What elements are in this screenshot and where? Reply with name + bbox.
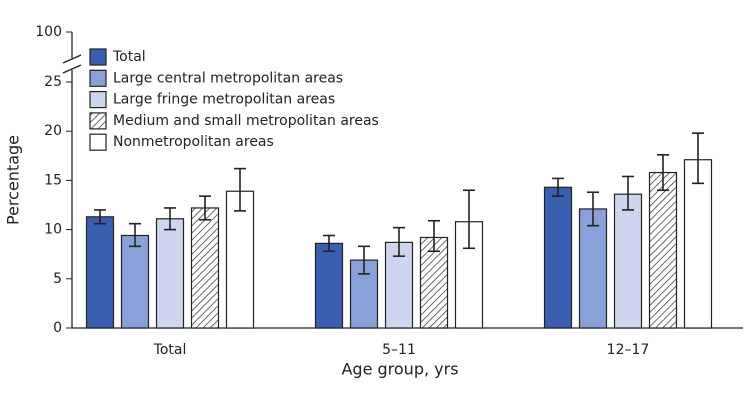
bar xyxy=(190,207,220,329)
legend-label: Total xyxy=(112,49,146,65)
y-tick-label: 10 xyxy=(44,222,62,238)
axis-break xyxy=(62,54,82,64)
legend-label: Nonmetropolitan areas xyxy=(113,134,274,150)
y-tick-label: 15 xyxy=(44,172,62,188)
legend-label: Medium and small metropolitan areas xyxy=(113,113,379,129)
bar xyxy=(155,218,185,329)
x-tick-label: 12–17 xyxy=(607,342,650,358)
legend-swatch xyxy=(89,112,107,130)
x-tick-label: 5–11 xyxy=(382,342,416,358)
bar xyxy=(225,190,255,329)
bar xyxy=(85,216,115,329)
y-axis-label: Percentage xyxy=(4,135,23,225)
y-tick-label: 100 xyxy=(35,24,62,40)
bar xyxy=(683,159,713,329)
legend-label: Large central metropolitan areas xyxy=(113,70,343,86)
bar xyxy=(314,242,344,329)
legend-swatch xyxy=(89,133,107,151)
legend: Total Large central metropolitan areas Lar… xyxy=(89,48,379,151)
axis-break xyxy=(62,64,82,74)
legend-swatch xyxy=(89,69,107,87)
x-tick-label: Total xyxy=(153,342,187,358)
bar xyxy=(454,221,484,329)
bar xyxy=(419,236,449,329)
bar xyxy=(384,241,414,329)
bar xyxy=(120,234,150,329)
bar xyxy=(543,186,573,329)
legend-swatch xyxy=(89,90,107,109)
bar xyxy=(648,171,678,329)
y-tick-label: 25 xyxy=(44,74,62,90)
y-tick-label: 20 xyxy=(44,123,62,139)
x-axis-label: Age group, yrs xyxy=(341,360,458,379)
legend-swatch xyxy=(89,48,107,66)
legend-label: Large fringe metropolitan areas xyxy=(113,92,335,108)
bar xyxy=(613,193,643,329)
y-tick-label: 0 xyxy=(53,320,62,336)
bar xyxy=(578,208,608,329)
y-tick-label: 5 xyxy=(53,271,62,287)
